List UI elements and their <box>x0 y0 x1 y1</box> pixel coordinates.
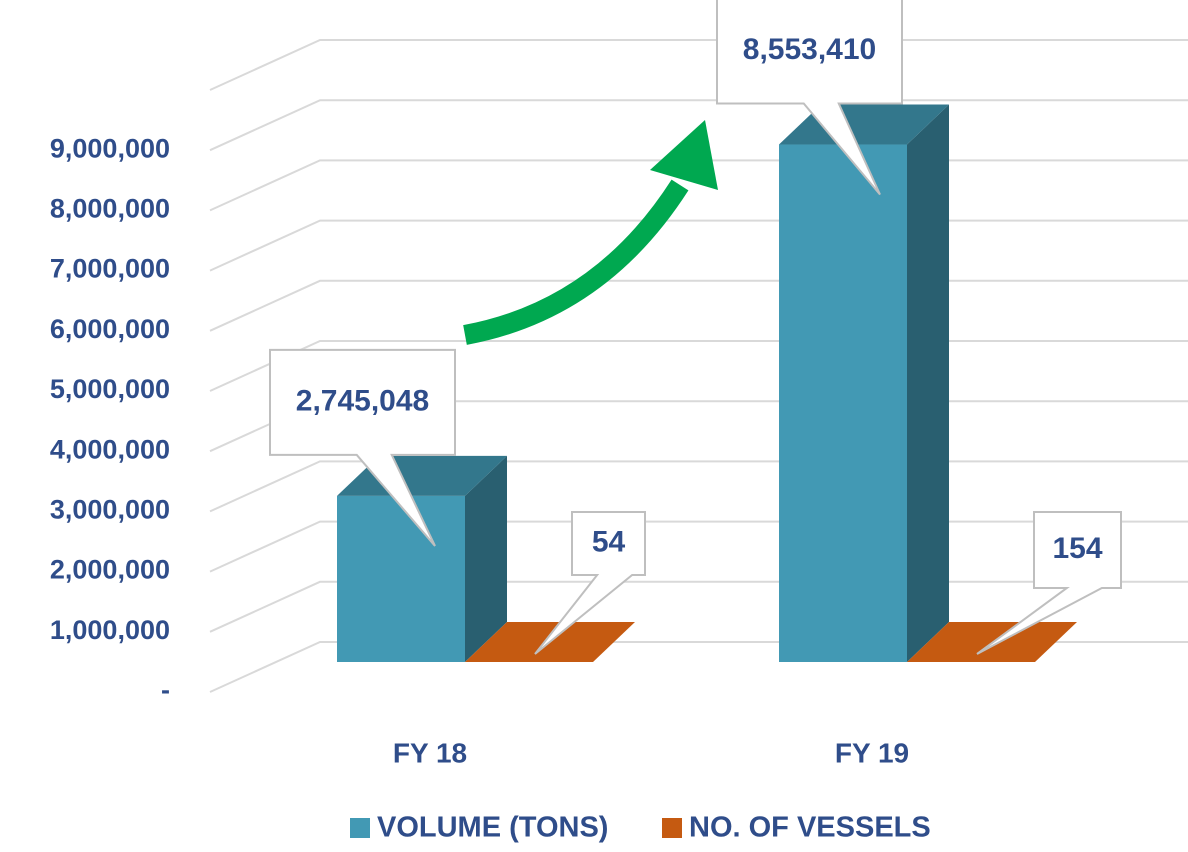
data-label: 54 <box>592 525 626 558</box>
labels: - 1,000,000 2,000,000 3,000,000 4,000,000 5,0… <box>50 0 1122 844</box>
grid-line <box>209 219 1188 272</box>
grid-line <box>209 279 1188 332</box>
y-tick-label: 8,000,000 <box>50 194 170 224</box>
bars <box>337 104 1077 663</box>
legend-swatch <box>662 818 682 838</box>
callout <box>976 510 1122 655</box>
legend-label: VOLUME (TONS) <box>377 812 608 844</box>
callout <box>534 510 646 655</box>
y-tick-label: 6,000,000 <box>50 314 170 344</box>
legend-label: NO. OF VESSELS <box>689 812 931 844</box>
data-label: 2,745,048 <box>296 384 429 417</box>
bar-side <box>465 455 507 662</box>
y-tick-label: 2,000,000 <box>50 555 170 585</box>
x-tick-label: FY 18 <box>393 737 467 768</box>
grid-line <box>209 39 1188 91</box>
y-tick-label: 1,000,000 <box>50 615 170 645</box>
data-label: 8,553,410 <box>743 33 876 66</box>
bar-front <box>337 495 465 662</box>
bar <box>779 104 949 663</box>
y-tick-label: - <box>161 675 170 705</box>
legend-swatch <box>350 818 370 838</box>
data-label: 154 <box>1052 532 1102 565</box>
y-tick-label: 4,000,000 <box>50 434 170 464</box>
x-tick-label: FY 19 <box>835 737 909 768</box>
callout <box>269 348 456 547</box>
callout <box>716 0 903 196</box>
trend-arrow-head <box>650 120 718 190</box>
y-tick-label: 5,000,000 <box>50 374 170 404</box>
y-tick-label: 7,000,000 <box>50 254 170 284</box>
bar <box>337 455 507 662</box>
bar-front <box>779 144 907 663</box>
y-tick-label: 9,000,000 <box>50 133 170 163</box>
bar-side <box>593 621 635 662</box>
bar-side <box>907 104 949 663</box>
y-tick-label: 3,000,000 <box>50 495 170 525</box>
trend-arrow <box>463 179 689 345</box>
bar-side <box>1035 621 1077 662</box>
